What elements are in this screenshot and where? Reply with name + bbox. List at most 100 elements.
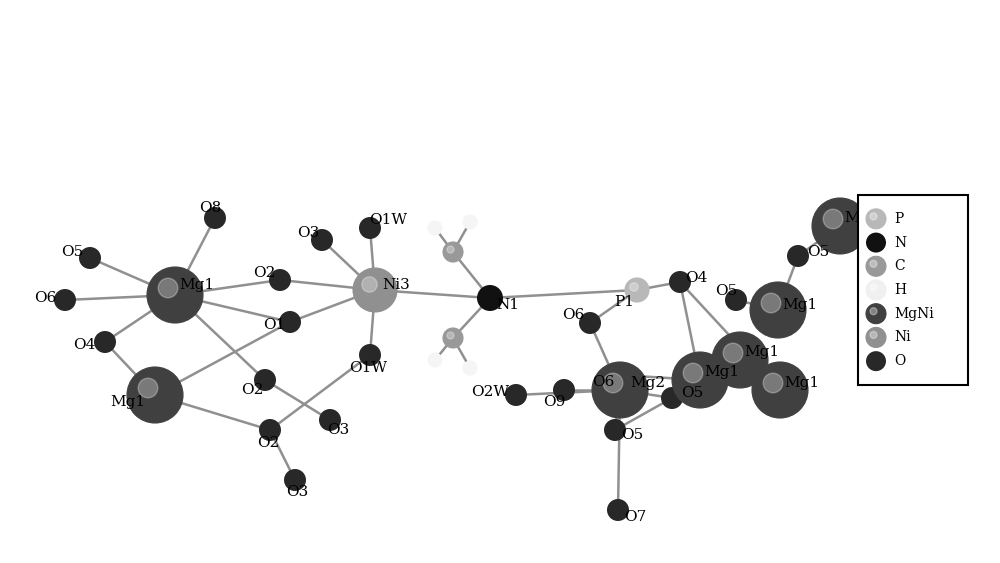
Text: Mg1: Mg1	[179, 278, 215, 292]
Circle shape	[752, 362, 808, 418]
Circle shape	[443, 242, 463, 262]
Text: MgNi: MgNi	[894, 307, 934, 321]
Text: Ni: Ni	[894, 330, 911, 345]
Circle shape	[630, 283, 638, 291]
Circle shape	[823, 209, 843, 229]
Text: O5: O5	[621, 428, 643, 442]
Circle shape	[362, 277, 377, 292]
Text: O6: O6	[592, 375, 614, 389]
Text: O5: O5	[681, 386, 703, 400]
Circle shape	[463, 215, 477, 229]
Circle shape	[284, 469, 306, 491]
Text: O3: O3	[327, 423, 349, 437]
Text: Ni3: Ni3	[382, 278, 410, 292]
Text: Mg1: Mg1	[110, 395, 146, 409]
Circle shape	[579, 312, 601, 334]
Circle shape	[866, 209, 886, 229]
Circle shape	[359, 217, 381, 239]
Circle shape	[353, 268, 397, 312]
Circle shape	[870, 332, 877, 338]
Text: O2: O2	[241, 383, 263, 397]
Circle shape	[359, 344, 381, 366]
Circle shape	[750, 282, 806, 338]
Text: O6: O6	[562, 308, 584, 322]
Circle shape	[447, 246, 454, 253]
Circle shape	[723, 343, 743, 363]
Text: Mg1: Mg1	[782, 298, 818, 312]
Circle shape	[725, 289, 747, 311]
Circle shape	[683, 363, 703, 383]
Text: Mg2: Mg2	[630, 376, 666, 390]
Text: O7: O7	[624, 510, 646, 524]
Text: O2: O2	[257, 436, 279, 450]
Circle shape	[443, 328, 463, 348]
Circle shape	[812, 198, 868, 254]
Circle shape	[94, 331, 116, 353]
Circle shape	[625, 278, 649, 302]
Text: O6: O6	[34, 291, 56, 305]
Circle shape	[712, 332, 768, 388]
Circle shape	[870, 284, 877, 291]
Circle shape	[866, 256, 886, 276]
Circle shape	[319, 409, 341, 431]
Text: N1: N1	[496, 298, 520, 312]
Text: O1: O1	[263, 318, 285, 332]
Text: Mg1: Mg1	[784, 376, 820, 390]
Circle shape	[54, 289, 76, 311]
Circle shape	[79, 247, 101, 269]
Circle shape	[147, 267, 203, 323]
Text: N: N	[894, 235, 906, 249]
Circle shape	[204, 207, 226, 229]
Circle shape	[311, 229, 333, 251]
Text: O8: O8	[199, 201, 221, 215]
Circle shape	[603, 373, 623, 393]
Text: O: O	[894, 354, 905, 368]
Circle shape	[553, 379, 575, 401]
Circle shape	[592, 362, 648, 418]
Circle shape	[127, 367, 183, 423]
Circle shape	[866, 351, 886, 371]
Circle shape	[447, 332, 454, 339]
Text: Mg1: Mg1	[844, 211, 880, 225]
Circle shape	[870, 308, 877, 315]
Circle shape	[158, 278, 178, 298]
Circle shape	[761, 293, 781, 313]
Circle shape	[661, 387, 683, 409]
Circle shape	[609, 364, 631, 386]
Circle shape	[870, 260, 877, 267]
Text: O2: O2	[253, 266, 275, 280]
Text: Mg1: Mg1	[744, 345, 780, 359]
Text: O3: O3	[286, 485, 308, 499]
Text: C: C	[894, 260, 905, 273]
Circle shape	[607, 499, 629, 521]
Text: O4: O4	[73, 338, 95, 352]
Circle shape	[866, 328, 886, 347]
Text: O1W: O1W	[369, 213, 407, 227]
Text: O1W: O1W	[349, 361, 387, 375]
Text: O5: O5	[807, 245, 829, 259]
Circle shape	[463, 361, 477, 375]
Text: O5: O5	[715, 284, 737, 298]
Text: O2W: O2W	[471, 385, 509, 399]
Circle shape	[269, 269, 291, 291]
Circle shape	[279, 311, 301, 333]
Text: H: H	[894, 283, 906, 297]
Text: O4: O4	[685, 271, 707, 285]
Circle shape	[138, 378, 158, 398]
Text: P: P	[894, 212, 903, 226]
Circle shape	[787, 245, 809, 267]
Circle shape	[669, 271, 691, 293]
Circle shape	[477, 285, 503, 311]
Circle shape	[254, 369, 276, 391]
FancyBboxPatch shape	[858, 195, 968, 385]
Circle shape	[604, 419, 626, 441]
Text: O5: O5	[61, 245, 83, 259]
Text: O9: O9	[543, 395, 565, 409]
Text: O3: O3	[297, 226, 319, 240]
Circle shape	[866, 233, 886, 253]
Circle shape	[428, 221, 442, 235]
Circle shape	[428, 353, 442, 367]
Text: Mg1: Mg1	[704, 365, 740, 379]
Circle shape	[672, 352, 728, 408]
Circle shape	[870, 213, 877, 220]
